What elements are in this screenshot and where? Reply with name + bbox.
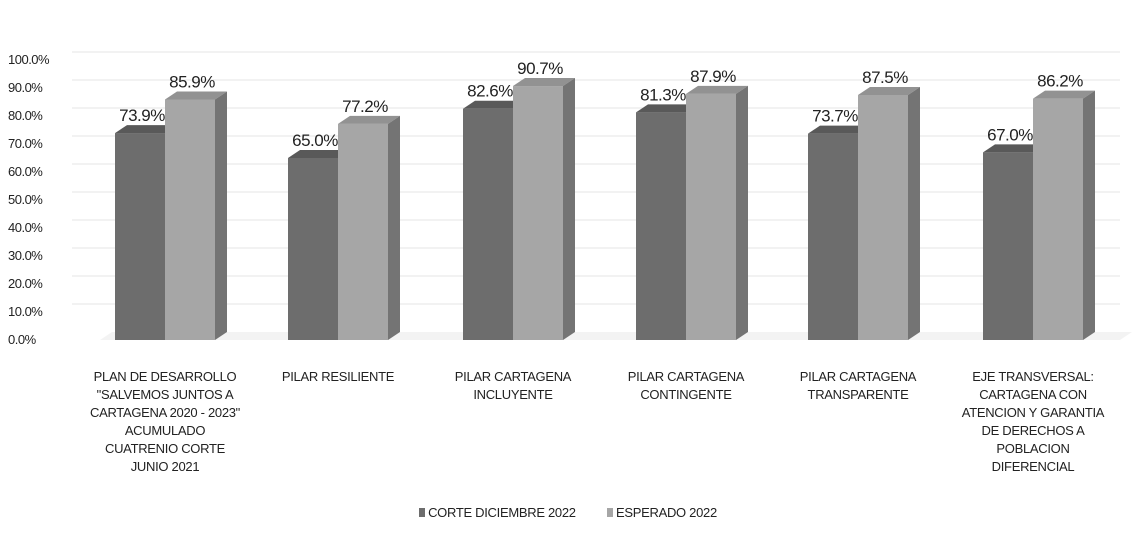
bar-front-series-1 [983, 152, 1033, 340]
floor [100, 332, 1132, 340]
bar-top-series-1 [463, 100, 525, 109]
y-tick-label: 20.0% [8, 276, 43, 291]
legend-swatch-series-1 [419, 508, 426, 517]
bar-side-series-2 [388, 115, 400, 340]
data-labels: 73.9%85.9% 65.0%77.2% 82.6%90.7% 81.3%87.9%… [119, 59, 1084, 150]
y-tick-label: 0.0% [8, 332, 37, 347]
data-label-series-1: 67.0% [987, 125, 1033, 144]
bar-front-series-2 [1033, 98, 1083, 340]
bar-top-series-2 [686, 85, 748, 94]
bar-side-series-2 [215, 91, 227, 340]
legend-label-series-1: CORTE DICIEMBRE 2022 [428, 505, 576, 520]
x-category-label: PLAN DE DESARROLLO "SALVEMOS JUNTOS A CA… [89, 369, 240, 474]
y-tick-label: 50.0% [8, 192, 43, 207]
y-tick-label: 70.0% [8, 136, 43, 151]
data-label-series-2: 87.5% [862, 68, 908, 87]
grid [72, 51, 1132, 340]
bar-front-series-2 [338, 123, 388, 340]
bar-top-series-2 [1033, 90, 1095, 99]
data-label-series-1: 73.9% [119, 106, 165, 125]
data-label-series-2: 86.2% [1037, 72, 1083, 91]
data-label-series-2: 90.7% [517, 59, 563, 78]
y-tick-label: 80.0% [8, 108, 43, 123]
bar-front-series-2 [686, 93, 736, 340]
bar-top-series-2 [513, 78, 575, 87]
bar-side-series-2 [908, 87, 920, 340]
bar-side-series-2 [736, 85, 748, 340]
bar-front-series-2 [858, 95, 908, 340]
y-tick-label: 10.0% [8, 304, 43, 319]
data-label-series-1: 82.6% [467, 82, 513, 101]
legend-swatch-series-2 [607, 508, 614, 517]
x-category-label: PILAR CARTAGENA TRANSPARENTE [799, 369, 917, 402]
bar-front-series-1 [288, 158, 338, 340]
bar-top-series-2 [338, 115, 400, 124]
bar-top-series-2 [858, 87, 920, 95]
y-tick-label: 40.0% [8, 220, 43, 235]
bar-top-series-1 [115, 125, 177, 134]
x-category-label: EJE TRANSVERSAL: CARTAGENA CON ATENCION … [961, 369, 1105, 474]
bar-front-series-1 [808, 133, 858, 340]
data-label-series-1: 73.7% [812, 107, 858, 126]
y-tick-label: 100.0% [8, 52, 50, 67]
bar-top-series-1 [983, 144, 1045, 153]
data-label-series-1: 81.3% [640, 85, 686, 104]
legend-item-series-2: ESPERADO 2022 [607, 505, 717, 520]
bar-side-series-2 [563, 78, 575, 340]
data-label-series-2: 87.9% [690, 67, 736, 86]
x-category-label: PILAR CARTAGENA INCLUYENTE [454, 369, 572, 402]
x-category-label: PILAR RESILIENTE [281, 369, 395, 384]
bar-top-series-1 [636, 104, 698, 113]
bar-top-series-2 [165, 91, 227, 100]
y-tick-label: 60.0% [8, 164, 43, 179]
y-tick-label: 90.0% [8, 80, 43, 95]
bar-front-series-2 [513, 86, 563, 340]
data-label-series-1: 65.0% [292, 131, 338, 150]
bar-side-series-2 [1083, 90, 1095, 340]
bar-front-series-1 [115, 133, 165, 340]
bar-front-series-1 [463, 108, 513, 340]
x-category-label: PILAR CARTAGENA CONTINGENTE [627, 369, 745, 402]
legend-item-series-1: CORTE DICIEMBRE 2022 [419, 505, 576, 520]
legend: CORTE DICIEMBRE 2022 ESPERADO 2022 [0, 505, 1136, 520]
data-label-series-2: 85.9% [169, 72, 215, 91]
bar-top-series-1 [288, 150, 350, 158]
y-axis-ticks: 0.0% 10.0% 20.0% 30.0% 40.0% 50.0% 60.0% 70.0% 8… [8, 52, 51, 347]
data-label-series-2: 77.2% [342, 97, 388, 116]
bar-front-series-1 [636, 112, 686, 340]
bar-front-series-2 [165, 99, 215, 340]
legend-label-series-2: ESPERADO 2022 [616, 505, 717, 520]
y-tick-label: 30.0% [8, 248, 43, 263]
bar-top-series-1 [808, 125, 870, 134]
bars [115, 78, 1095, 340]
